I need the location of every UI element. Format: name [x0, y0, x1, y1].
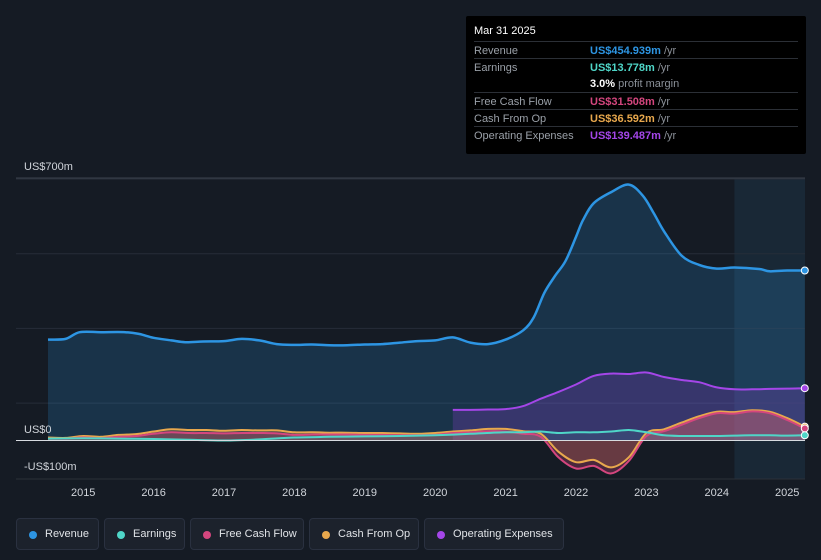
tooltip-value: US$139.487m/yr: [590, 130, 677, 142]
legend-dot-icon: [437, 531, 445, 539]
legend-cash-from-op[interactable]: Cash From Op: [309, 518, 419, 550]
line-revenue: [47, 183, 805, 347]
x-tick-label: 2015: [71, 487, 95, 499]
end-dot-revenue: [800, 266, 809, 275]
area-operating-expenses: [452, 372, 805, 441]
tooltip-value: US$454.939m/yr: [590, 45, 677, 57]
chart-areas: [48, 184, 805, 474]
x-tick-label: 2016: [141, 487, 165, 499]
tooltip-value: US$36.592m/yr: [590, 113, 671, 125]
end-dot-operating-expenses: [800, 384, 809, 393]
line-operating-expenses: [452, 371, 805, 411]
legend-dot-icon: [203, 531, 211, 539]
x-tick-label: 2020: [423, 487, 447, 499]
legend-free-cash-flow[interactable]: Free Cash Flow: [190, 518, 304, 550]
x-tick-label: 2018: [282, 487, 306, 499]
tooltip-value: US$31.508m/yr: [590, 96, 671, 108]
x-tick-label: 2025: [775, 487, 799, 499]
legend-revenue[interactable]: Revenue: [16, 518, 99, 550]
y-label-bottom: -US$100m: [24, 461, 77, 473]
legend-operating-expenses[interactable]: Operating Expenses: [424, 518, 564, 550]
chart-lines: [16, 183, 806, 475]
area-free-cash-flow: [48, 411, 805, 474]
y-label-top: US$700m: [24, 161, 73, 173]
legend-dot-icon: [322, 531, 330, 539]
y-label-zero: US$0: [24, 424, 52, 436]
tooltip-row-revenue: Revenue US$454.939m/yr: [474, 41, 798, 59]
chart-end-dots: [800, 266, 809, 440]
legend-label: Operating Expenses: [453, 528, 553, 540]
x-tick-label: 2022: [564, 487, 588, 499]
legend-label: Earnings: [133, 528, 177, 540]
chart-grid: [16, 177, 805, 480]
legend-label: Revenue: [45, 528, 90, 540]
area-cash-from-op: [48, 410, 805, 468]
legend-dot-icon: [117, 531, 125, 539]
tooltip: Mar 31 2025 Revenue US$454.939m/yr Earni…: [466, 16, 806, 154]
tooltip-value: 3.0% profit margin: [590, 78, 680, 90]
tooltip-row-margin: 3.0% profit margin: [474, 75, 798, 92]
tooltip-label: Earnings: [474, 62, 518, 74]
tooltip-label: Revenue: [474, 45, 519, 57]
tooltip-row-fcf: Free Cash Flow US$31.508m/yr: [474, 92, 798, 110]
tooltip-row-opex: Operating Expenses US$139.487m/yr: [474, 126, 798, 144]
x-tick-label: 2023: [634, 487, 658, 499]
tooltip-value: US$13.778m/yr: [590, 62, 671, 74]
x-tick-label: 2021: [493, 487, 517, 499]
end-dot-earnings: [800, 431, 809, 440]
end-dot-free-cash-flow: [800, 424, 809, 433]
x-tick-label: 2019: [353, 487, 377, 499]
legend-label: Cash From Op: [338, 528, 411, 540]
legend-dot-icon: [29, 531, 37, 539]
area-earnings: [48, 429, 805, 441]
tooltip-row-cfo: Cash From Op US$36.592m/yr: [474, 109, 798, 127]
x-tick-label: 2024: [705, 487, 729, 499]
line-cash-from-op: [47, 409, 806, 469]
tooltip-row-earnings: Earnings US$13.778m/yr: [474, 58, 798, 76]
chart-axis-labels: US$700m US$0 -US$100m 2015 2016 2017 2018 2019 2…: [24, 161, 799, 499]
tooltip-label: Cash From Op: [474, 113, 547, 125]
tooltip-date: Mar 31 2025: [474, 25, 536, 37]
tooltip-label: Operating Expenses: [474, 130, 574, 142]
tooltip-label: Free Cash Flow: [474, 96, 552, 108]
x-tick-label: 2017: [212, 487, 236, 499]
area-revenue: [48, 184, 805, 441]
legend-label: Free Cash Flow: [219, 528, 297, 540]
legend-earnings[interactable]: Earnings: [104, 518, 185, 550]
